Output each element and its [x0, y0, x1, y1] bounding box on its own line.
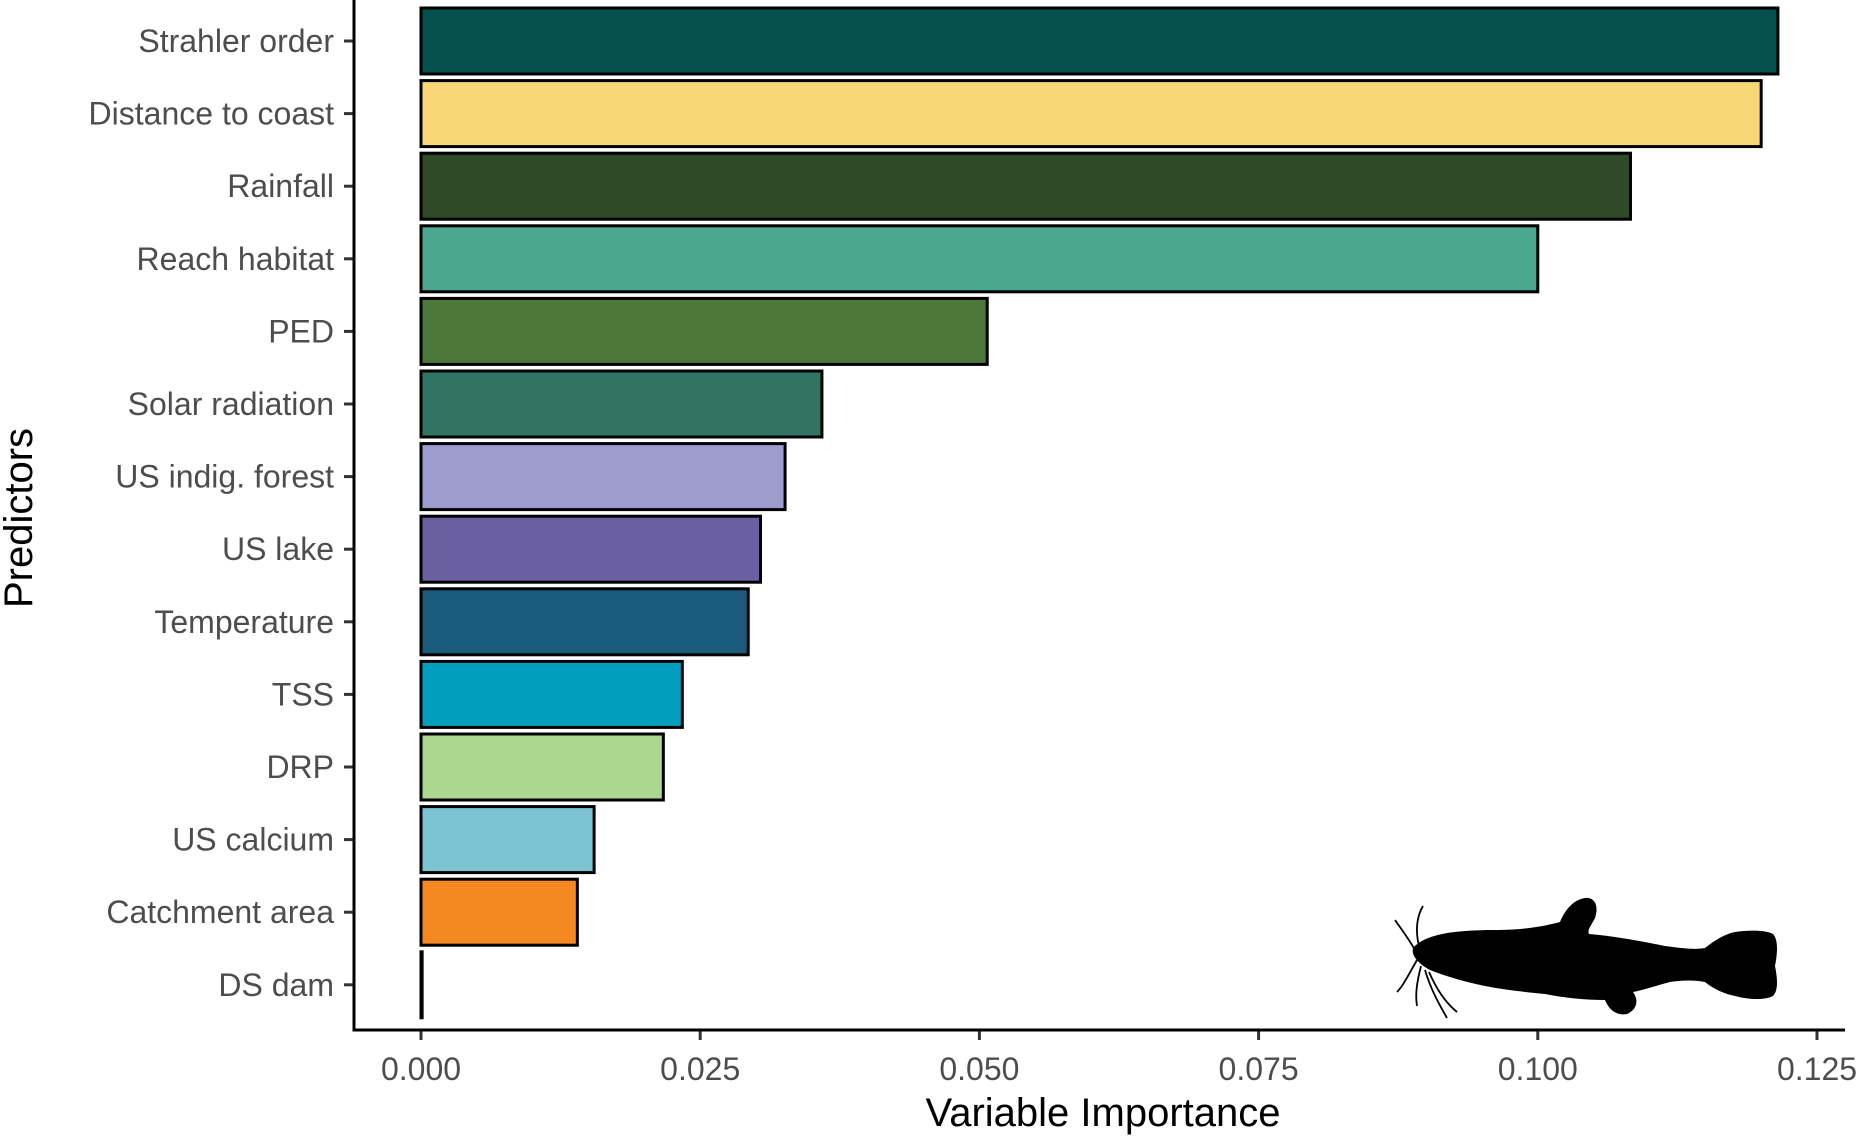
bar-drp [419, 732, 665, 802]
bar-strahler-order [419, 6, 1780, 76]
y-tick-label: DRP [266, 749, 334, 785]
bar-temperature [419, 587, 750, 657]
bar-us-calcium [419, 805, 596, 875]
y-tick-label: Strahler order [138, 23, 334, 59]
y-tick-label: Reach habitat [137, 241, 335, 277]
y-tick-label: Temperature [154, 604, 334, 640]
bar-distance-to-coast [419, 79, 1763, 149]
y-tick-label: DS dam [218, 967, 334, 1003]
y-tick-label: US lake [222, 531, 334, 567]
y-tick-label: Catchment area [106, 894, 334, 930]
bar-us-lake [419, 514, 763, 584]
y-tick-label: Distance to coast [89, 96, 335, 132]
x-tick-label: 0.025 [660, 1051, 740, 1087]
bar-rainfall [419, 151, 1632, 221]
x-tick-label: 0.100 [1498, 1051, 1578, 1087]
y-tick-label: US calcium [172, 822, 334, 858]
bar-ped [419, 296, 989, 366]
y-tick-label: Rainfall [227, 168, 334, 204]
x-axis-ticks: 0.000 0.025 0.050 0.075 0.100 0.125 [381, 1030, 1857, 1087]
bar-us-indig-forest [419, 442, 787, 512]
y-tick-label: TSS [272, 676, 334, 712]
x-tick-label: 0.125 [1777, 1051, 1857, 1087]
y-tick-label: PED [268, 313, 334, 349]
y-axis-title: Predictors [0, 428, 41, 608]
bars-layer [419, 6, 1780, 1020]
catfish-silhouette-icon [1394, 897, 1777, 1019]
y-axis-ticks: Strahler order Distance to coast Rainfall R… [89, 23, 354, 1003]
y-tick-label: Solar radiation [128, 386, 334, 422]
bar-solar-radiation [419, 369, 824, 439]
x-tick-label: 0.000 [381, 1051, 461, 1087]
bar-reach-habitat [419, 224, 1540, 294]
bar-catchment-area [419, 877, 579, 947]
x-axis-title: Variable Importance [926, 1091, 1281, 1135]
bar-tss [419, 659, 684, 729]
x-tick-label: 0.050 [939, 1051, 1019, 1087]
bar-ds-dam [419, 950, 424, 1020]
x-tick-label: 0.075 [1219, 1051, 1299, 1087]
y-tick-label: US indig. forest [115, 459, 334, 495]
